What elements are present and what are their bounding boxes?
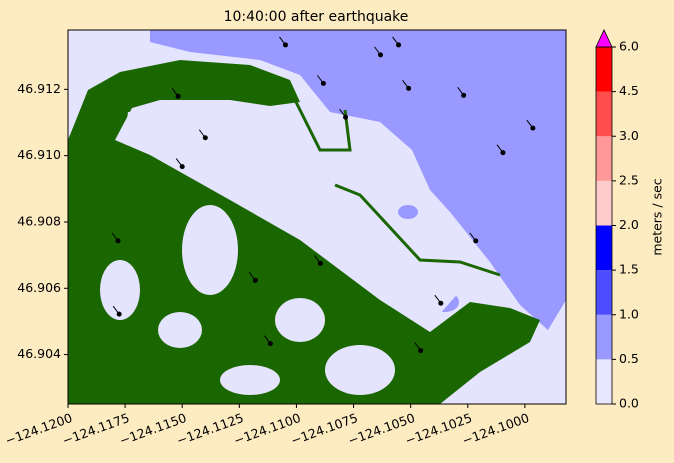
colorbar-level [596, 270, 612, 315]
particle [320, 80, 326, 86]
colorbar-tick-label: 6.0 [619, 39, 639, 54]
jetty [293, 99, 352, 152]
particle [267, 341, 273, 347]
y-tick-label: 46.910 [17, 147, 61, 162]
particle [317, 260, 323, 266]
particle [116, 311, 122, 317]
open-area [325, 345, 395, 395]
colorbar-level [596, 47, 612, 92]
colorbar-tick-label: 3.0 [619, 128, 639, 143]
colorbar-level [596, 136, 612, 181]
y-tick-label: 46.904 [17, 346, 61, 361]
colorbar-level [596, 314, 612, 360]
particle [179, 164, 185, 170]
water-region [150, 30, 566, 330]
colorbar-tick-label: 2.5 [619, 172, 639, 187]
plot-frame [67, 29, 567, 405]
colorbar-label: meters / sec [650, 178, 665, 255]
open-area [275, 298, 325, 342]
particle [418, 348, 424, 354]
colorbar-level [596, 225, 612, 271]
colorbar-tick-label: 2.0 [619, 217, 639, 232]
particle [378, 52, 384, 58]
water-patch [398, 205, 418, 219]
open-area [125, 106, 470, 325]
particle [175, 93, 181, 99]
marks [111, 36, 536, 354]
colorbar-level [596, 359, 612, 404]
colorbar-tick-label: 0.5 [619, 351, 639, 366]
map [68, 30, 566, 404]
colorbar-extend [595, 29, 613, 48]
colorbar-tick-label: 1.5 [619, 262, 639, 277]
open-area [220, 365, 280, 395]
y-tick-label: 46.912 [17, 81, 61, 96]
particle [343, 114, 349, 120]
chart-title: 10:40:00 after earthquake [224, 9, 409, 25]
open-area [100, 260, 140, 320]
jetty [334, 183, 501, 277]
colorbar-level [596, 91, 612, 137]
particle [406, 85, 412, 91]
y-tick-label: 46.908 [17, 213, 61, 228]
particle [396, 42, 402, 48]
colorbar-level [596, 180, 612, 226]
particle [530, 125, 536, 131]
particle [461, 92, 467, 98]
particle [115, 238, 121, 244]
particle [438, 300, 444, 306]
particle [252, 277, 258, 283]
open-area [182, 205, 238, 295]
colorbar-tick-label: 0.0 [619, 396, 639, 411]
particle [500, 150, 506, 156]
colorbar-tick-label: 4.5 [619, 83, 639, 98]
particle [282, 42, 288, 48]
colorbar-tick-label: 1.0 [619, 306, 639, 321]
particle [202, 135, 208, 141]
open-area [158, 312, 202, 348]
y-tick-label: 46.906 [17, 280, 61, 295]
particle [473, 238, 479, 244]
